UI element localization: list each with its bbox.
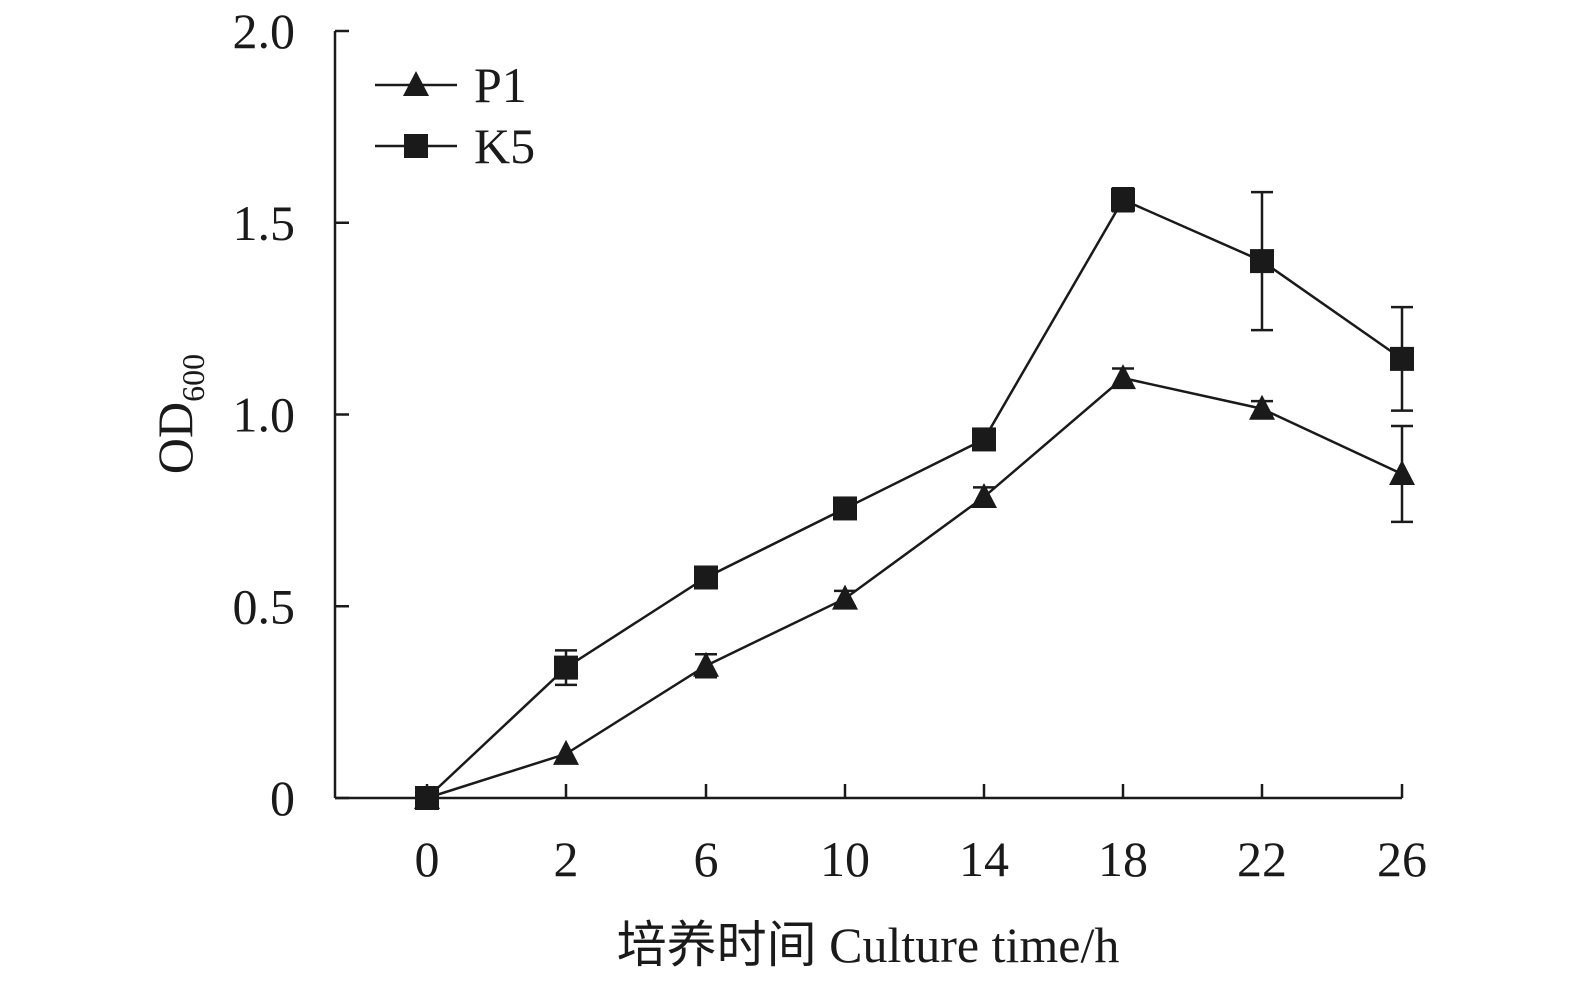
- x-tick-label: 18: [1098, 831, 1148, 887]
- y-axis-title: OD600: [147, 354, 211, 474]
- y-axis-title-subscript: 600: [175, 354, 211, 402]
- data-point-p1: [553, 739, 579, 765]
- legend-label-k5: K5: [474, 118, 535, 174]
- data-point-k5: [833, 496, 857, 521]
- data-point-k5: [1111, 187, 1135, 212]
- series-line-k5: [426, 198, 1403, 799]
- y-tick-label: 0: [270, 770, 295, 826]
- y-tick-label: 0.5: [233, 578, 296, 634]
- x-tick-label: 26: [1377, 831, 1427, 887]
- series-layer: [414, 186, 1415, 810]
- series-p1: [414, 364, 1415, 809]
- y-axis-title-main: OD: [147, 402, 203, 474]
- y-tick-label: 2.0: [233, 3, 296, 59]
- x-tick-label: 10: [820, 831, 870, 887]
- series-line-p1: [426, 376, 1403, 800]
- data-point-k5: [694, 565, 718, 590]
- legend-label-p1: P1: [474, 57, 527, 113]
- y-tick-label: 1.0: [233, 387, 296, 443]
- y-tick-label: 1.5: [233, 195, 296, 251]
- x-tick-label: 14: [959, 831, 1009, 887]
- data-point-k5: [972, 427, 996, 452]
- legend-item-p1: P1: [375, 57, 527, 113]
- data-point-p1: [971, 482, 997, 508]
- svg-text:OD600: OD600: [147, 354, 211, 474]
- x-tick-label: 0: [415, 831, 440, 887]
- legend-marker-p1: [403, 71, 429, 96]
- data-point-k5: [415, 786, 439, 810]
- x-tick-label: 6: [694, 831, 719, 887]
- x-ticks: 0 2 6 10 14 18 22 26: [415, 784, 1427, 887]
- legend-item-k5: K5: [375, 118, 535, 174]
- x-tick-label: 2: [554, 831, 579, 887]
- data-point-p1: [1389, 459, 1415, 485]
- x-axis-title: 培养时间 Culture time/h: [617, 917, 1120, 973]
- series-k5: [415, 186, 1414, 810]
- data-point-p1: [832, 584, 858, 610]
- y-ticks: 0 0.5 1.0 1.5 2.0: [233, 3, 349, 826]
- data-point-k5: [1390, 346, 1414, 371]
- data-point-p1: [693, 651, 719, 677]
- data-point-k5: [1250, 249, 1274, 274]
- data-point-k5: [554, 655, 578, 680]
- x-tick-label: 22: [1237, 831, 1287, 887]
- legend-marker-k5: [404, 134, 428, 158]
- data-point-p1: [1110, 364, 1136, 390]
- data-point-p1: [1249, 394, 1275, 420]
